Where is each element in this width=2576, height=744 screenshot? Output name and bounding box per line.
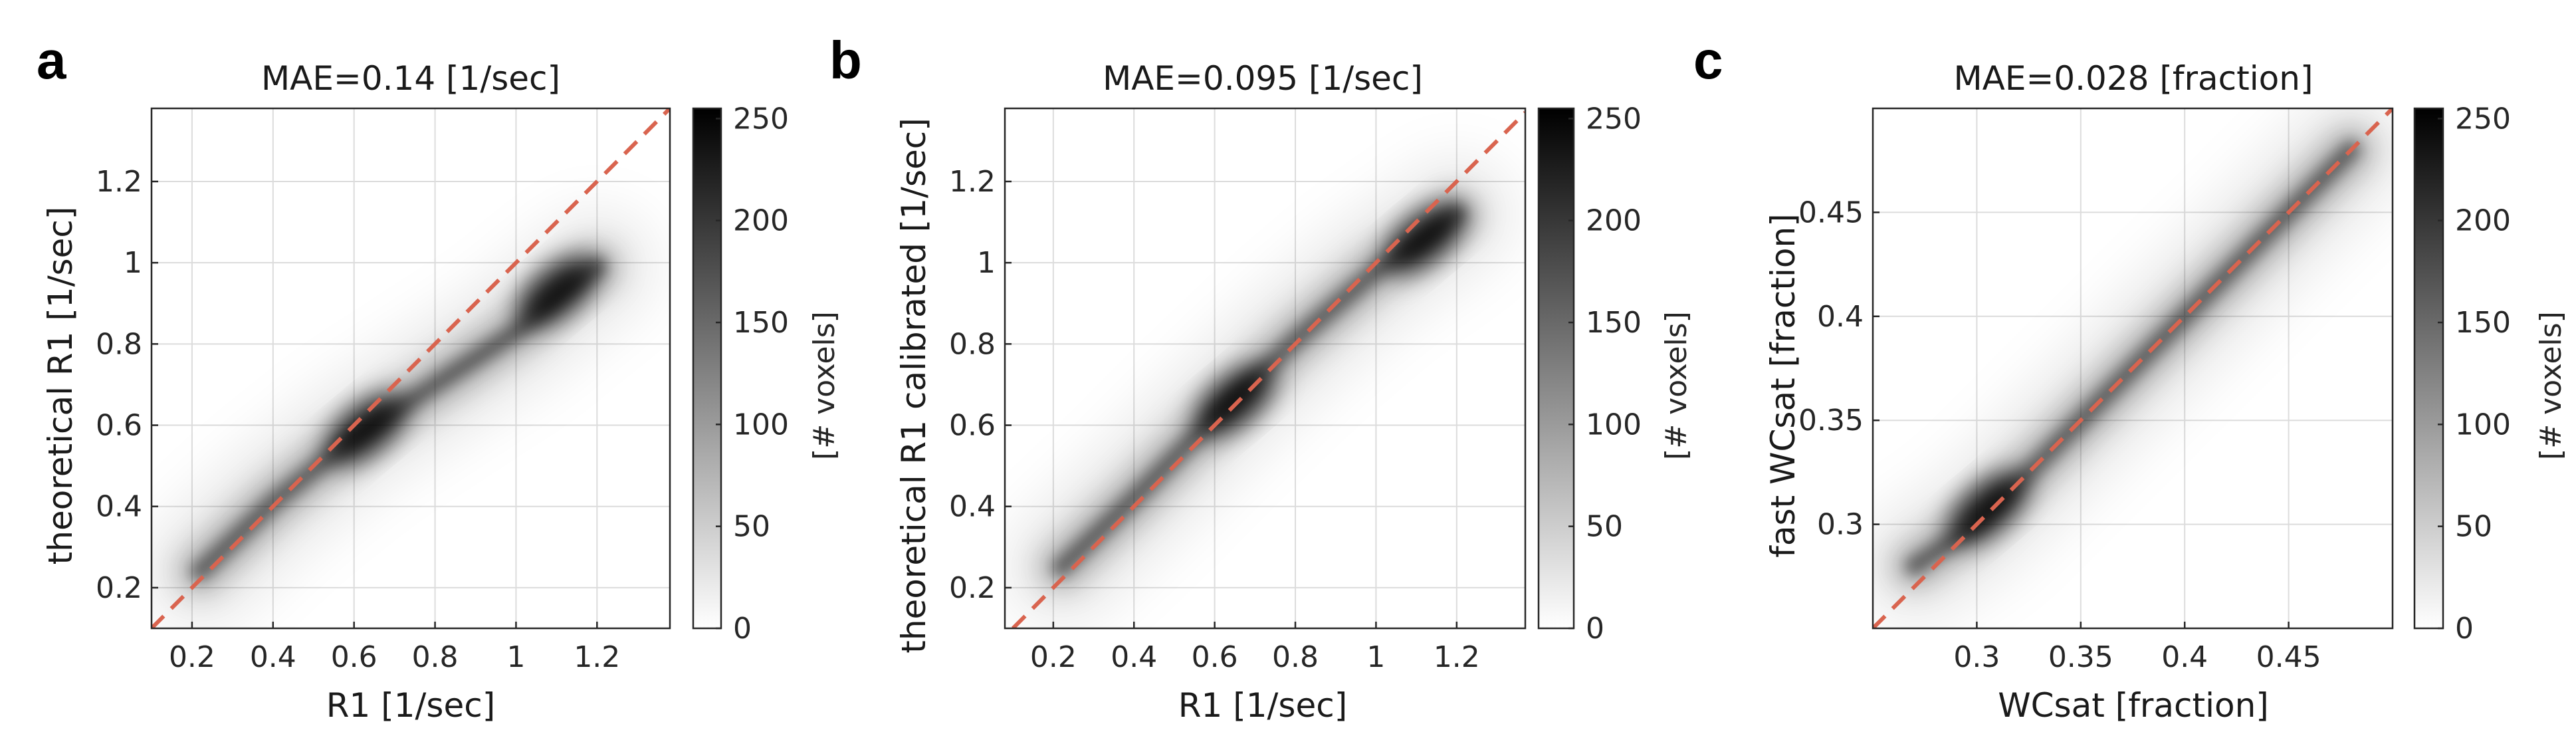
colorbar-tick-label-b-1: 50 — [1586, 510, 1623, 544]
colorbar-tick-label-c-5: 250 — [2455, 102, 2511, 136]
y-tick-label-a-0: 0.2 — [96, 571, 142, 605]
y-tick-label-b-4: 1 — [977, 246, 996, 280]
density-cloud-a — [152, 210, 654, 628]
x-tick-label-c-0: 0.3 — [1953, 640, 2000, 674]
y-tick-label-b-2: 0.6 — [949, 409, 996, 443]
y-tick-label-a-1: 0.4 — [96, 490, 142, 524]
colorbar-tick-label-a-3: 150 — [733, 306, 789, 340]
x-axis-label-b: R1 [1/sec] — [1178, 686, 1347, 725]
x-tick-label-a-4: 1 — [506, 640, 525, 674]
y-tick-label-c-0: 0.3 — [1817, 508, 1864, 542]
panel-letter-a: a — [37, 31, 66, 90]
y-axis-label-a: theoretical R1 [1/sec] — [41, 207, 80, 565]
colorbar-tick-label-b-5: 250 — [1586, 102, 1642, 136]
colorbar-tick-label-c-0: 0 — [2455, 612, 2474, 646]
y-axis-label-b: theoretical R1 calibrated [1/sec] — [895, 118, 933, 654]
y-tick-label-c-3: 0.45 — [1798, 195, 1864, 229]
panel-b: b MAE=0.095 [1/sec] 0.2 0.4 0.6 0.8 1 1.20.20… — [829, 31, 1693, 725]
axes-box-c — [1872, 107, 2394, 630]
colorbar-tick-label-c-1: 50 — [2455, 510, 2492, 544]
axes-box-a — [150, 107, 671, 630]
x-tick-label-c-2: 0.4 — [2161, 640, 2208, 674]
x-tick-label-b-1: 0.4 — [1111, 640, 1157, 674]
x-tick-label-a-2: 0.6 — [331, 640, 377, 674]
y-tick-label-a-3: 0.8 — [96, 327, 142, 361]
x-tick-label-b-0: 0.2 — [1030, 640, 1077, 674]
y-tick-label-a-2: 0.6 — [96, 409, 142, 443]
y-tick-label-b-1: 0.4 — [949, 490, 996, 524]
y-tick-label-b-3: 0.8 — [949, 327, 996, 361]
identity-line-a — [152, 108, 670, 628]
chart-title-a: MAE=0.14 [1/sec] — [261, 59, 560, 98]
chart-title-b: MAE=0.095 [1/sec] — [1103, 59, 1423, 98]
density-cloud-b — [1005, 157, 1513, 624]
colorbar-tick-label-a-1: 50 — [733, 510, 770, 544]
plot-area-b: 0.2 0.4 0.6 0.8 1 1.2 0.2 0.4 0.6 0.8 1 1.2 0 50 100 15… — [949, 102, 1642, 674]
x-tick-label-b-5: 1.2 — [1434, 640, 1480, 674]
density-peak-a-0 — [328, 394, 405, 464]
colorbar-tick-label-c-3: 150 — [2455, 306, 2511, 340]
x-axis-label-c: WCsat [fraction] — [1998, 686, 2269, 725]
x-tick-label-b-3: 0.8 — [1272, 640, 1319, 674]
colorbar-tick-label-b-0: 0 — [1586, 612, 1604, 646]
density-peak-b-1 — [1386, 203, 1463, 273]
colorbar-a — [692, 107, 722, 630]
density-peak-c-0 — [1949, 473, 2026, 543]
colorbar-tick-label-a-2: 100 — [733, 408, 789, 441]
axes-box-b — [1004, 107, 1527, 630]
x-axis-label-a: R1 [1/sec] — [326, 686, 495, 725]
x-tick-label-a-1: 0.4 — [250, 640, 296, 674]
colorbar-tick-label-a-5: 250 — [733, 102, 789, 136]
y-tick-label-a-5: 1.2 — [96, 165, 142, 199]
y-tick-label-c-1: 0.35 — [1798, 404, 1864, 437]
identity-line-c — [1873, 108, 2393, 628]
colorbar-tick-label-a-4: 200 — [733, 204, 789, 238]
colorbar-b — [1537, 107, 1575, 630]
chart-title-c: MAE=0.028 [fraction] — [1954, 59, 2313, 98]
y-tick-label-b-0: 0.2 — [949, 571, 996, 605]
y-tick-label-a-4: 1 — [124, 246, 142, 280]
x-tick-label-a-5: 1.2 — [574, 640, 620, 674]
colorbar-label-a: [# voxels] — [807, 311, 841, 460]
x-tick-label-c-3: 0.45 — [2256, 640, 2321, 674]
panel-letter-c: c — [1693, 31, 1723, 90]
colorbar-tick-label-c-4: 200 — [2455, 204, 2511, 238]
colorbar-tick-label-c-2: 100 — [2455, 408, 2511, 441]
y-tick-label-b-5: 1.2 — [949, 165, 996, 199]
colorbar-tick-label-b-2: 100 — [1586, 408, 1642, 441]
x-tick-label-b-4: 1 — [1366, 640, 1385, 674]
y-tick-label-c-2: 0.4 — [1817, 300, 1864, 334]
x-tick-label-b-2: 0.6 — [1192, 640, 1238, 674]
panel-c: c MAE=0.028 [fraction] 0.3 0.35 0.4 0.450.3… — [1693, 31, 2568, 725]
x-tick-label-c-1: 0.35 — [2048, 640, 2113, 674]
y-axis-label-c: fast WCsat [fraction] — [1764, 213, 1802, 557]
colorbar-tick-label-a-0: 0 — [733, 612, 752, 646]
plot-area-a: 0.2 0.4 0.6 0.8 1 1.2 0.2 0.4 0.6 0.8 1 1.2 0 50 100 15… — [96, 102, 789, 674]
panel-a: a MAE=0.14 [1/sec] 0.2 0.4 0.6 0.8 1 1.20.20.… — [37, 31, 841, 725]
colorbar-tick-label-b-4: 200 — [1586, 204, 1642, 238]
panel-letter-b: b — [829, 31, 862, 90]
density-peak-a-1 — [518, 256, 595, 326]
colorbar-label-b: [# voxels] — [1660, 311, 1693, 460]
x-tick-label-a-0: 0.2 — [169, 640, 215, 674]
plot-area-c: 0.3 0.35 0.4 0.45 0.3 0.35 0.4 0.45 0 50 100 150 200… — [1798, 102, 2511, 674]
colorbar-label-c: [# voxels] — [2534, 311, 2568, 460]
colorbar-tick-label-b-3: 150 — [1586, 306, 1642, 340]
identity-line-b — [1012, 110, 1525, 628]
colorbar-c — [2413, 107, 2444, 630]
x-tick-label-a-3: 0.8 — [412, 640, 459, 674]
